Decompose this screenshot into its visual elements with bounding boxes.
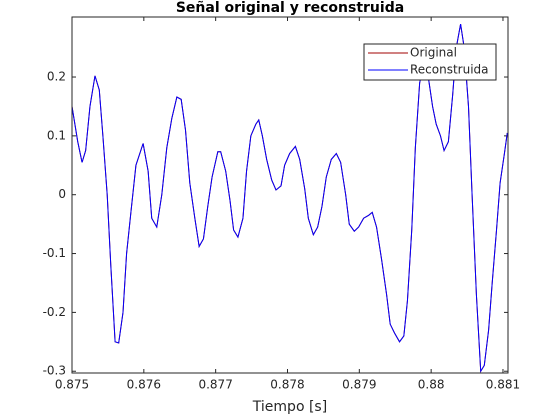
y-tick-label: -0.1 — [43, 246, 66, 260]
x-tick-label: 0.876 — [127, 378, 161, 392]
y-tick-label: 0.2 — [47, 70, 66, 84]
x-tick-label: 0.88 — [418, 378, 445, 392]
legend-box — [363, 43, 497, 81]
x-tick-label: 0.875 — [55, 378, 89, 392]
legend-label: Reconstruida — [410, 63, 489, 77]
chart-title: Señal original y reconstruida — [176, 0, 404, 16]
series-line — [72, 23, 508, 373]
x-tick-label: 0.881 — [486, 378, 520, 392]
x-axis-label: Tiempo [s] — [252, 399, 327, 415]
y-tick-label: -0.2 — [43, 305, 66, 319]
axes-box — [71, 16, 509, 374]
legend-label: Original — [410, 46, 457, 60]
x-tick-label: 0.878 — [270, 378, 304, 392]
y-tick-label: 0 — [58, 187, 66, 201]
y-tick-label: 0.1 — [47, 128, 66, 142]
x-tick-label: 0.877 — [198, 378, 232, 392]
x-tick-label: 0.879 — [342, 378, 376, 392]
y-tick-label: -0.3 — [43, 364, 66, 378]
